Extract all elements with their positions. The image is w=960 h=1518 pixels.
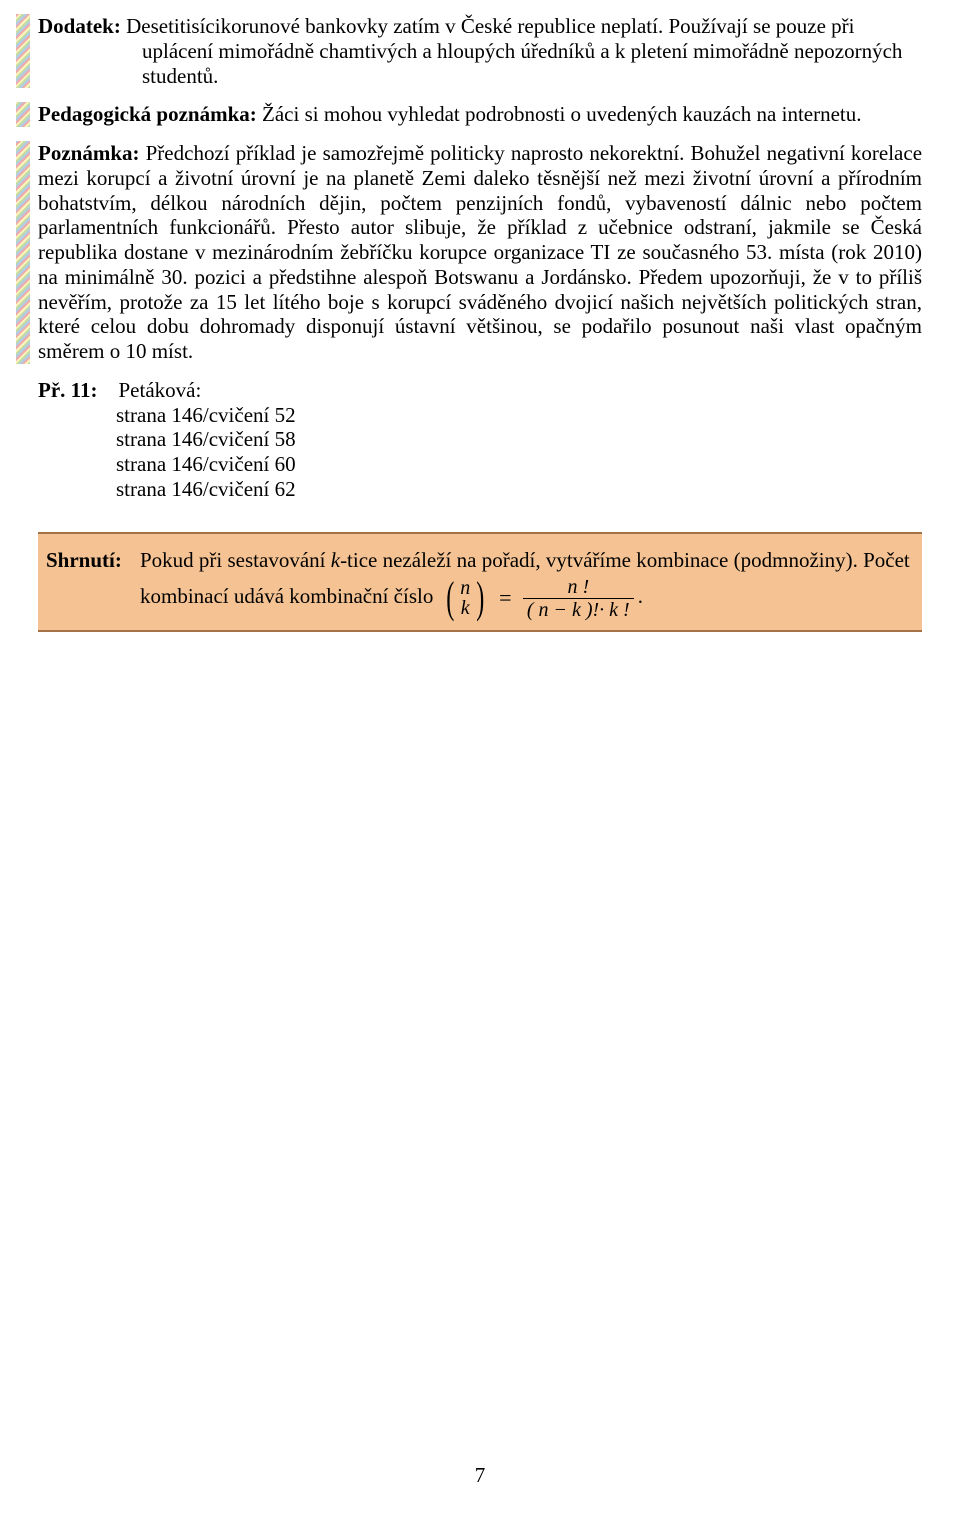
pr11-line: strana 146/cvičení 60: [116, 452, 922, 477]
pr11-head-row: Př. 11: Petáková:: [38, 378, 922, 403]
summary-box: Shrnutí: Pokud při sestavování k-tice ne…: [38, 532, 922, 633]
pedpozn-block: Pedagogická poznámka: Žáci si mohou vyhl…: [38, 102, 922, 127]
dodatek-block: Dodatek: Desetitisícikorunové bankovky z…: [38, 14, 922, 88]
pr11-block: Př. 11: Petáková: strana 146/cvičení 52 …: [38, 378, 922, 502]
side-stripe: [16, 141, 30, 364]
summary-text1: Pokud při sestavování: [140, 548, 331, 572]
dodatek-text: Desetitisícikorunové bankovky zatím v Če…: [126, 14, 902, 88]
pedpozn-row: Pedagogická poznámka: Žáci si mohou vyhl…: [38, 102, 922, 127]
equals: =: [499, 585, 511, 610]
summary-k: k: [331, 548, 340, 572]
summary-period: .: [638, 584, 643, 608]
poznamka-rest: negativní korelace mezi korupcí a životn…: [38, 141, 922, 363]
binom: n k: [457, 578, 473, 618]
summary-text: Pokud při sestavování k-tice nezáleží na…: [140, 544, 914, 621]
poznamka-lead: Předchozí příklad je samozřejmě politick…: [146, 141, 761, 165]
pr11-lines: strana 146/cvičení 52 strana 146/cvičení…: [116, 403, 922, 502]
dodatek-label: Dodatek:: [38, 14, 121, 38]
pr11-head: Petáková:: [118, 378, 201, 402]
summary-row: Shrnutí: Pokud při sestavování k-tice ne…: [46, 544, 914, 621]
fraction: n ! ( n − k )!· k !: [523, 577, 634, 620]
side-stripe: [16, 14, 30, 88]
pr11-line: strana 146/cvičení 52: [116, 403, 922, 428]
pr11-line: strana 146/cvičení 58: [116, 427, 922, 452]
dodatek-row: Dodatek: Desetitisícikorunové bankovky z…: [38, 14, 922, 88]
side-stripe: [16, 102, 30, 127]
summary-label: Shrnutí:: [46, 544, 140, 621]
page-number: 7: [0, 1463, 960, 1488]
poznamka-block: Poznámka: Předchozí příklad je samozřejm…: [38, 141, 922, 364]
pr11-label: Př. 11:: [38, 378, 97, 402]
binom-top: n: [460, 578, 470, 598]
rparen: ): [477, 576, 485, 620]
frac-num: n !: [523, 577, 634, 599]
page: Dodatek: Desetitisícikorunové bankovky z…: [0, 0, 960, 1518]
poznamka-body: Poznámka: Předchozí příklad je samozřejm…: [38, 141, 922, 364]
poznamka-label: Poznámka:: [38, 141, 140, 165]
lparen: (: [446, 576, 454, 620]
pedpozn-label: Pedagogická poznámka:: [38, 102, 257, 126]
frac-den: ( n − k )!· k !: [523, 599, 634, 620]
binom-bot: k: [460, 598, 470, 618]
summary-formula: ( n k ) = n ! ( n − k )!· k !: [443, 576, 634, 620]
pr11-line: strana 146/cvičení 62: [116, 477, 922, 502]
pedpozn-text: Žáci si mohou vyhledat podrobnosti o uve…: [262, 102, 862, 126]
